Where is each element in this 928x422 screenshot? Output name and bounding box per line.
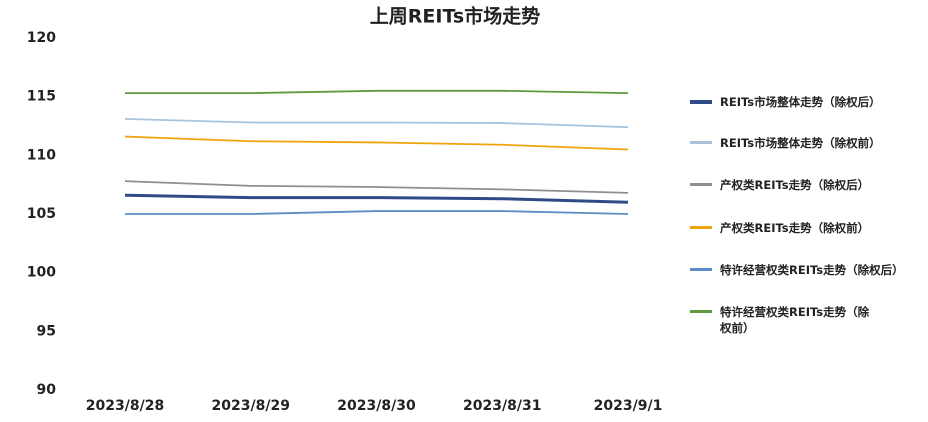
series-line — [125, 210, 629, 215]
y-tick-label: 95 — [37, 323, 56, 339]
y-tick-label: 110 — [27, 147, 56, 163]
legend-label: REITs市场整体走势（除权前） — [720, 136, 881, 150]
y-tick-label: 105 — [27, 206, 56, 222]
x-tick-label: 2023/8/31 — [463, 398, 541, 414]
legend-swatch — [690, 141, 712, 144]
x-tick-label: 2023/8/28 — [86, 398, 164, 414]
chart-title: 上周REITs市场走势 — [370, 5, 540, 28]
y-tick-label: 115 — [27, 89, 56, 105]
legend-swatch — [690, 310, 712, 313]
legend-item: REITs市场整体走势（除权后） — [690, 94, 881, 110]
legend-label: 产权类REITs走势（除权后） — [720, 178, 870, 192]
legend-item: 产权类REITs走势（除权前） — [690, 220, 869, 236]
legend-item: 产权类REITs走势（除权后） — [690, 177, 869, 193]
legend-swatch — [690, 268, 712, 271]
legend-label: 产权类REITs走势（除权前） — [720, 221, 870, 235]
legend-label: 特许经营权类REITs走势（除权前） — [720, 305, 870, 335]
legend-item: 特许经营权类REITs走势（除权后） — [690, 262, 904, 278]
series-line — [125, 89, 629, 95]
x-tick-label: 2023/8/29 — [212, 398, 290, 414]
legend-label: 特许经营权类REITs走势（除权后） — [720, 263, 904, 277]
x-tick-label: 2023/8/30 — [337, 398, 416, 414]
legend-swatch — [690, 100, 712, 104]
y-tick-label: 100 — [27, 265, 56, 281]
series-line — [124, 193, 629, 204]
series-line — [124, 135, 629, 151]
legend-item: REITs市场整体走势（除权前） — [690, 135, 881, 151]
legend-swatch — [690, 226, 712, 229]
legend-swatch — [690, 183, 712, 186]
y-tick-label: 90 — [37, 382, 57, 398]
series-line — [124, 118, 629, 129]
legend-item: 特许经营权类REITs走势（除权前） — [690, 304, 870, 336]
legend: REITs市场整体走势（除权后） REITs市场整体走势（除权前） 产权类REITs… — [690, 0, 920, 422]
legend-label: REITs市场整体走势（除权后） — [720, 95, 881, 109]
series-line — [124, 180, 629, 194]
y-tick-label: 120 — [27, 30, 56, 46]
x-tick-label: 2023/9/1 — [594, 398, 663, 414]
